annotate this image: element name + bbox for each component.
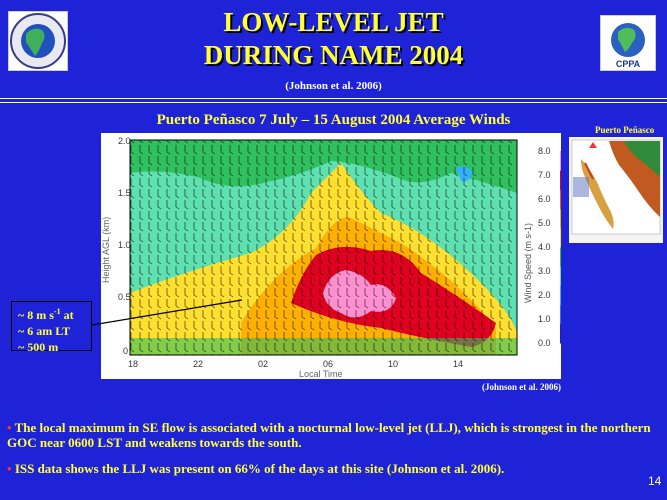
colorbar-swatch [560,323,568,344]
colorbar-tick: 5.0 [538,218,551,228]
colorbar-swatch [560,170,568,190]
callout-line3: ~ 500 m [18,340,59,354]
inset-map-label: Puerto Peñasco [595,125,655,135]
x-axis-label: Local Time [299,369,343,379]
colorbar-swatch [560,151,568,171]
cppa-logo-label: CPPA [616,59,641,69]
x-tick-06: 06 [323,359,333,369]
cppa-logo: CPPA [600,15,656,71]
header-citation: (Johnson et al. 2006) [285,80,382,92]
y-axis-label: Height AGL (km) [101,217,111,283]
y-tick-2.0: 2.0 [118,136,131,146]
colorbar-tick: 2.0 [538,290,551,300]
x-tick-10: 10 [388,359,398,369]
llj-callout: ~ 8 m s-1 at ~ 6 am LT ~ 500 m [11,301,92,354]
colorbar: 0.0 1.0 2.0 3.0 4.0 5.0 6.0 7.0 8.0 [538,146,568,348]
page-number: 14 [648,474,662,488]
y-tick-1.0: 1.0 [118,240,131,250]
y-tick-0.5: 0.5 [118,292,131,302]
bullet-2: • ISS data shows the LLJ was present on … [7,461,505,476]
colorbar-tick: 1.0 [538,314,551,324]
bullet-1: • The local maximum in SE flow is associ… [7,420,651,450]
y-tick-0: 0 [123,346,128,356]
callout-line2: ~ 6 am LT [18,324,71,338]
name-logo [8,11,68,71]
colorbar-swatch [560,304,568,325]
colorbar-tick: 7.0 [538,170,551,180]
colorbar-label: Wind Speed (m s-1) [523,223,533,303]
bullet-marker-2: • [7,461,12,476]
callout-pointer [92,299,243,326]
callout-line1: ~ 8 m s-1 at [18,307,74,322]
bullet-marker-1: • [7,420,12,435]
colorbar-tick: 6.0 [538,194,551,204]
colorbar-swatch [560,285,568,306]
page-title-line1: LOW-LEVEL JET [223,7,444,37]
x-tick-18: 18 [128,359,138,369]
y-tick-1.5: 1.5 [118,188,131,198]
colorbar-tick: 3.0 [538,266,551,276]
colorbar-swatch [560,247,568,267]
inset-map [569,137,663,243]
location-marker-icon [589,142,597,148]
colorbar-swatch [560,227,568,248]
colorbar-swatch [560,189,568,210]
colorbar-swatch [560,208,568,229]
x-tick-02: 02 [258,359,268,369]
page-title-line2: DURING NAME 2004 [203,40,464,70]
plot-title: Puerto Peñasco 7 July – 15 August 2004 A… [156,112,511,128]
wind-chart: 2.0 1.5 1.0 0.5 0 Height AGL (km) 18 22 … [101,133,568,379]
divider-bottom [0,102,667,103]
x-tick-22: 22 [193,359,203,369]
colorbar-tick: 0.0 [538,338,551,348]
colorbar-swatch [560,266,568,286]
colorbar-tick: 4.0 [538,242,551,252]
colorbar-tick: 8.0 [538,146,551,156]
x-tick-14: 14 [453,359,463,369]
plot-citation: (Johnson et al. 2006) [482,382,562,392]
divider-top [0,98,667,99]
inset-map-panel: Puerto Peñasco [567,124,664,244]
